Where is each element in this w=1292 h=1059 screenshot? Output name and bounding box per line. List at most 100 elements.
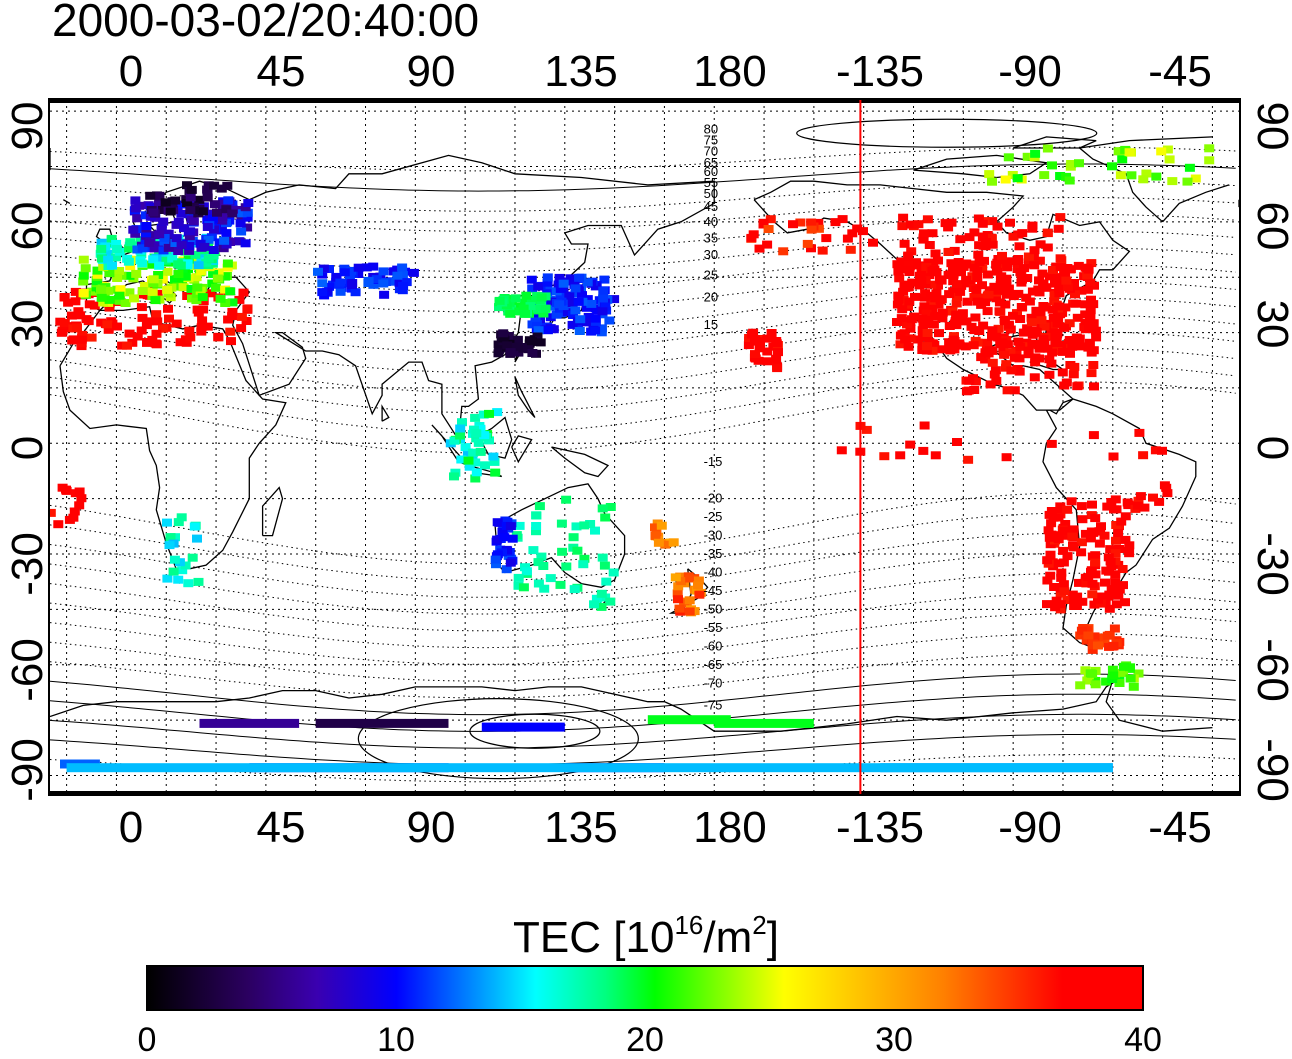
- tec-sample: [945, 270, 956, 279]
- tec-sample: [579, 554, 590, 563]
- tec-sample: [213, 268, 224, 277]
- tec-sample: [1083, 631, 1094, 640]
- tec-sample: [1052, 319, 1063, 328]
- tec-sample: [86, 287, 97, 296]
- tec-sample: [934, 329, 944, 338]
- contour-label: 80: [704, 122, 718, 137]
- tec-sample: [1080, 300, 1091, 309]
- tec-sample: [1161, 483, 1172, 492]
- tec-sample: [555, 291, 566, 300]
- tec-sample: [1116, 517, 1127, 526]
- tec-sample: [533, 579, 544, 588]
- tec-sample: [1048, 513, 1059, 522]
- tec-sample: [1069, 279, 1079, 287]
- tec-sample: [927, 229, 938, 238]
- coastline: [1012, 136, 1097, 149]
- tec-sample: [158, 324, 168, 333]
- tec-sample: [221, 229, 232, 238]
- tec-sample: [598, 286, 609, 295]
- contour-label: 20: [704, 289, 718, 304]
- tec-sample: [995, 307, 1006, 316]
- tec-sample: [199, 242, 210, 251]
- tec-sample: [987, 217, 998, 226]
- tec-sample: [120, 299, 131, 307]
- tec-sample: [163, 243, 174, 252]
- right-y-tick: 60: [1248, 201, 1292, 251]
- tec-sample: [1114, 545, 1125, 553]
- tec-sample: [208, 270, 219, 278]
- tec-sample: [1087, 669, 1098, 678]
- tec-sample: [920, 289, 931, 298]
- tec-sample: [525, 302, 536, 311]
- tec-sample: [184, 232, 195, 241]
- tec-sample: [137, 287, 148, 295]
- tec-sample: [492, 550, 503, 559]
- south-pole-contour: [469, 713, 601, 749]
- tec-sample: [1089, 382, 1099, 391]
- tec-sample: [240, 203, 251, 212]
- tec-sample: [368, 262, 379, 271]
- tec-sample: [148, 208, 159, 217]
- tec-sample: [992, 267, 1003, 276]
- mag-contour: [50, 197, 1236, 232]
- tec-sample: [572, 546, 583, 555]
- right-y-tick: -30: [1248, 532, 1292, 596]
- tec-sample: [1050, 338, 1061, 347]
- tec-sample: [1070, 290, 1080, 299]
- mag-contour: [50, 633, 1236, 682]
- tec-sample: [216, 184, 227, 193]
- tec-sample: [913, 261, 924, 270]
- tec-sample: [660, 540, 671, 549]
- tec-sample: [470, 474, 481, 483]
- tec-sample: [202, 216, 213, 224]
- tec-sample: [95, 249, 106, 258]
- right-y-tick: 90: [1248, 101, 1292, 151]
- tec-sample: [184, 242, 195, 250]
- tec-sample: [1013, 337, 1024, 346]
- colorbar-tick: 10: [377, 1021, 415, 1059]
- tec-sample: [141, 229, 152, 238]
- tec-sample: [928, 259, 939, 268]
- tec-sample: [185, 227, 196, 236]
- tec-sample: [1100, 578, 1110, 587]
- tec-sample: [179, 224, 189, 233]
- tec-sample: [601, 577, 612, 586]
- tec-sample: [398, 282, 409, 290]
- contour-label: 60: [704, 164, 718, 179]
- tec-sample: [943, 248, 954, 256]
- left-y-tick: -90: [3, 738, 52, 802]
- tec-sample: [676, 577, 687, 586]
- tec-sample: [526, 337, 537, 346]
- tec-sample: [1006, 366, 1017, 375]
- tec-sample: [527, 349, 538, 357]
- mag-contour: [50, 280, 1236, 333]
- tec-sample: [1062, 283, 1073, 292]
- tec-sample: [106, 234, 117, 243]
- tec-sample: [955, 287, 966, 296]
- tec-sample: [147, 260, 157, 269]
- tec-sample: [921, 309, 932, 318]
- tec-sample: [209, 225, 219, 234]
- tec-sample: [147, 287, 158, 296]
- tec-sample: [1015, 268, 1026, 277]
- tec-sample: [599, 561, 610, 570]
- tec-sample: [897, 222, 908, 231]
- tec-sample: [997, 338, 1008, 347]
- tec-sample: [954, 339, 965, 348]
- tec-sample: [948, 335, 959, 344]
- tec-sample: [567, 299, 578, 307]
- tec-sample: [928, 320, 939, 329]
- tec-sample: [971, 285, 982, 294]
- tec-sample: [1087, 590, 1098, 599]
- tec-sample: [353, 263, 364, 272]
- contour-label: -70: [704, 675, 723, 690]
- tec-sample: [1085, 312, 1096, 321]
- tec-sample: [1049, 583, 1060, 591]
- tec-sample: [771, 339, 782, 348]
- tec-sample: [1157, 446, 1167, 455]
- tec-sample: [1065, 349, 1075, 358]
- tec-sample: [66, 311, 77, 320]
- left-y-tick: 0: [3, 435, 52, 461]
- mag-contour: [50, 552, 1236, 615]
- tec-sample: [186, 284, 197, 293]
